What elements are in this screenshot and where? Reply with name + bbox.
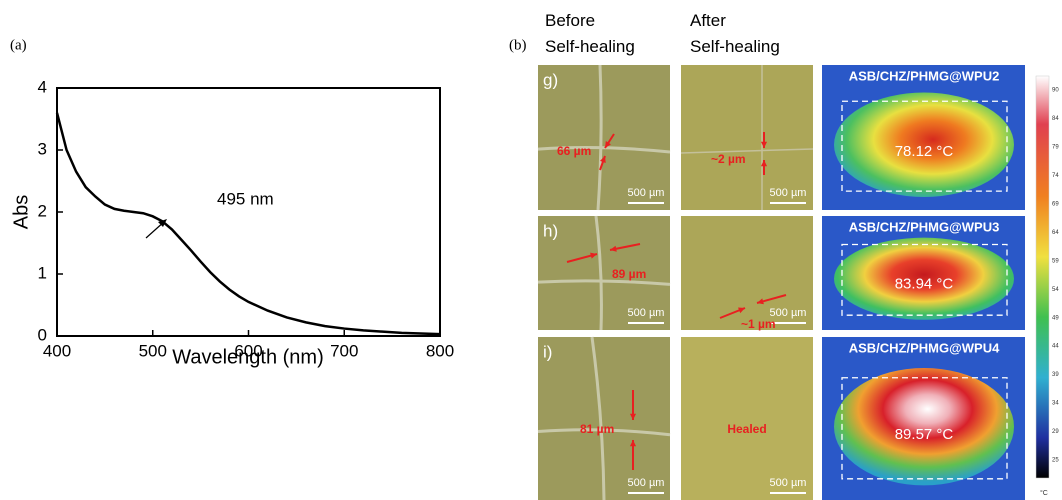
crack	[596, 64, 603, 211]
colorbar-label: 29	[1052, 429, 1059, 435]
column-header: After Self-healing	[690, 11, 780, 56]
red-arrow-head	[610, 245, 617, 252]
sample-outline	[841, 377, 1008, 480]
y-tick-label: 1	[38, 263, 47, 282]
crack-width: 66 µm	[557, 144, 591, 158]
red-arrow-head	[738, 307, 745, 314]
temperature: 89.57 °C	[895, 426, 954, 443]
row-label: h)	[543, 221, 558, 240]
x-tick-label: 400	[43, 341, 71, 360]
red-arrow-head	[760, 141, 768, 148]
heat-spot	[834, 237, 1014, 320]
y-tick-label: 2	[38, 201, 47, 220]
scale-label: 500 µm	[770, 307, 807, 319]
temperature: 78.12 °C	[895, 143, 954, 160]
header-line: Self-healing	[545, 37, 635, 56]
x-tick-label: 700	[330, 341, 358, 360]
colorbar-label: 69	[1052, 201, 1059, 207]
panel-label: (a)	[10, 37, 27, 53]
crack-width: 89 µm	[612, 267, 646, 281]
crack	[680, 148, 814, 154]
heat-spot	[834, 367, 1014, 486]
colorbar-label: 64	[1052, 230, 1059, 236]
micrograph	[681, 65, 813, 210]
header-line: Before	[545, 11, 595, 30]
micrograph	[538, 216, 670, 330]
red-arrow-head	[760, 160, 768, 167]
scale-label: 500 µm	[770, 187, 807, 199]
colorbar-label: 84	[1052, 116, 1059, 122]
crack-width: 81 µm	[580, 422, 614, 436]
crack-width: ~1 µm	[741, 317, 776, 331]
colorbar-unit: °C	[1040, 489, 1048, 497]
crack	[590, 336, 606, 500]
red-arrow-head	[629, 440, 637, 447]
y-tick-label: 3	[38, 139, 47, 158]
colorbar-label: 49	[1052, 315, 1059, 321]
crack	[594, 215, 603, 331]
sample-outline	[841, 100, 1008, 192]
scale-label: 500 µm	[628, 307, 665, 319]
colorbar-label: 79	[1052, 145, 1059, 151]
y-tick-label: 4	[38, 77, 47, 96]
colorbar-label: 74	[1052, 173, 1059, 179]
sample-name: ASB/CHZ/PHMG@WPU2	[849, 68, 1000, 83]
scale-label: 500 µm	[628, 187, 665, 199]
temperature: 83.94 °C	[895, 275, 954, 292]
annotation: 495 nm	[217, 189, 274, 208]
crack	[537, 279, 671, 286]
sample-outline	[841, 243, 1008, 316]
micrograph	[681, 216, 813, 330]
red-arrow-head	[757, 298, 764, 305]
red-arrow-head	[629, 413, 637, 420]
crack-width: Healed	[727, 422, 766, 436]
plot-frame	[56, 87, 441, 337]
header-line: Self-healing	[690, 37, 780, 56]
crack	[537, 145, 671, 154]
x-axis-label: Wavelength (nm)	[172, 346, 324, 368]
column-header: Before Self-healing	[545, 11, 635, 56]
scale-label: 500 µm	[770, 477, 807, 489]
colorbar-label: 34	[1052, 401, 1059, 407]
colorbar-label: 54	[1052, 287, 1059, 293]
panel-b: Before Self-healing After Self-healing ASB/C…	[537, 11, 1059, 500]
red-arrow-head	[600, 156, 606, 163]
y-tick-label: 0	[38, 325, 47, 344]
colorbar-label: 25	[1052, 458, 1059, 464]
crack-width: ~2 µm	[711, 152, 746, 166]
colorbar-label: 90	[1052, 88, 1059, 94]
x-tick-label: 600	[234, 341, 262, 360]
line-series	[55, 112, 441, 336]
row-label: i)	[543, 342, 552, 361]
header-line: After	[690, 11, 726, 30]
colorbar-label: 44	[1052, 344, 1059, 350]
scale-label: 500 µm	[628, 477, 665, 489]
row-label: g)	[543, 70, 558, 89]
x-tick-label: 800	[426, 341, 454, 360]
sample-name: ASB/CHZ/PHMG@WPU3	[849, 219, 1000, 234]
heat-spot	[834, 92, 1014, 197]
colorbar-label: 59	[1052, 258, 1059, 264]
red-arrow-head	[590, 252, 597, 259]
micrograph	[681, 337, 813, 500]
colorbar	[1035, 75, 1050, 479]
crack	[537, 428, 671, 437]
red-arrow-head	[605, 141, 611, 148]
y-axis-label: Abs	[10, 195, 32, 229]
x-tick-label: 500	[139, 341, 167, 360]
panel-label: (b)	[509, 37, 527, 53]
colorbar-label: 39	[1052, 372, 1059, 378]
micrograph	[538, 65, 670, 210]
sample-name: ASB/CHZ/PHMG@WPU4	[849, 340, 1000, 355]
